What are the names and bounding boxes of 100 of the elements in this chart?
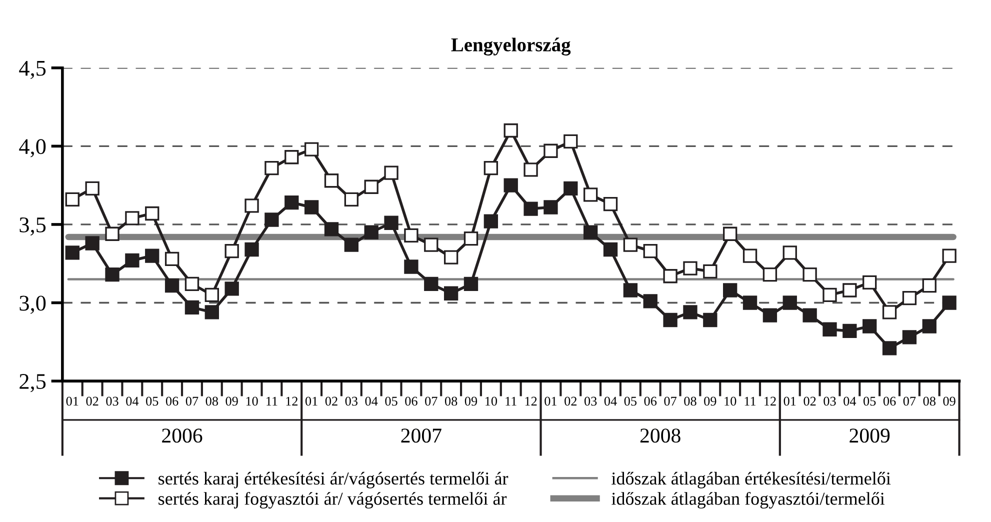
point [384,166,398,180]
x-tick-label: 06 [644,396,657,406]
point [663,312,678,328]
point [922,278,936,293]
y-tick-label: 2,5 [20,374,46,392]
point [244,242,259,257]
point [145,206,160,221]
x-tick-label: 10 [246,396,258,406]
point [683,261,698,276]
point [484,161,498,176]
point [424,276,438,292]
point [125,211,140,226]
point [842,324,857,338]
point [544,144,558,158]
y-tick-label: 3,5 [20,217,46,236]
point [464,276,478,292]
point [244,198,259,213]
point [384,216,398,230]
point [85,181,100,196]
point [404,228,418,243]
point [264,212,279,227]
point [782,296,797,310]
x-tick-label: 09 [226,396,238,406]
point [105,226,120,241]
point [802,308,817,322]
x-tick-label: 11 [506,396,516,406]
x-tick-label: 11 [266,396,278,406]
point [504,178,518,192]
text: 2009 [850,428,890,443]
point [623,238,638,252]
point [184,300,200,315]
point [284,150,299,164]
point [65,192,80,206]
point [902,330,917,344]
legend-label: időszak átlagában fogyasztói/termelői [612,492,885,509]
point [742,248,758,263]
point [842,283,857,298]
x-tick-label: 01 [66,396,78,406]
point [742,296,758,310]
point [224,282,239,296]
point [444,286,458,300]
point [564,134,578,149]
point [683,305,698,320]
point [942,296,956,310]
text: 2006 [162,428,202,443]
point [444,250,458,264]
x-tick-label: 12 [525,396,537,406]
x-tick-label: 08 [923,396,936,406]
x-tick-label: 04 [126,396,139,406]
point [564,181,578,196]
point [723,226,738,241]
x-tick-label: 07 [186,396,198,406]
x-tick-label: 03 [584,396,597,406]
x-tick-label: 05 [385,396,398,406]
point [902,290,917,306]
x-tick-label: 07 [664,396,677,406]
x-tick-label: 05 [146,396,158,406]
x-tick-label: 10 [724,396,736,406]
x-tick-label: 12 [764,396,776,406]
point [882,305,897,320]
text: 2007 [401,428,442,443]
point [464,231,478,246]
x-tick-label: 06 [405,396,418,406]
point [125,253,140,268]
x-tick-label: 10 [485,396,498,406]
point [544,200,558,214]
point [484,214,498,228]
point [364,180,378,194]
x-tick-label: 03 [824,396,836,406]
point [583,188,598,202]
x-tick-label: 12 [286,396,298,406]
point [703,264,718,279]
point [324,222,339,236]
point [643,244,658,258]
point [364,225,378,240]
point [862,319,877,334]
x-tick-label: 08 [444,396,458,406]
point [623,283,638,298]
point [85,236,100,250]
point [164,278,180,293]
x-tick-label: 07 [425,396,438,406]
x-tick-label: 03 [345,396,358,406]
x-tick-label: 02 [86,396,98,406]
point [164,252,180,266]
point [862,275,877,290]
x-tick-label: 09 [704,396,716,406]
point [304,200,319,214]
point [603,197,618,212]
text: 2008 [640,428,680,443]
x-tick-label: 04 [844,396,856,406]
point [65,246,80,260]
point [643,294,658,308]
point [284,195,299,210]
point [224,244,239,258]
x-tick-label: 09 [943,396,956,406]
legend-label: időszak átlagában értékesítési/termelői [612,472,891,488]
y-tick-label: 4,0 [19,139,46,158]
x-tick-label: 03 [106,396,118,406]
point [723,283,738,298]
x-tick-label: 08 [206,396,218,406]
